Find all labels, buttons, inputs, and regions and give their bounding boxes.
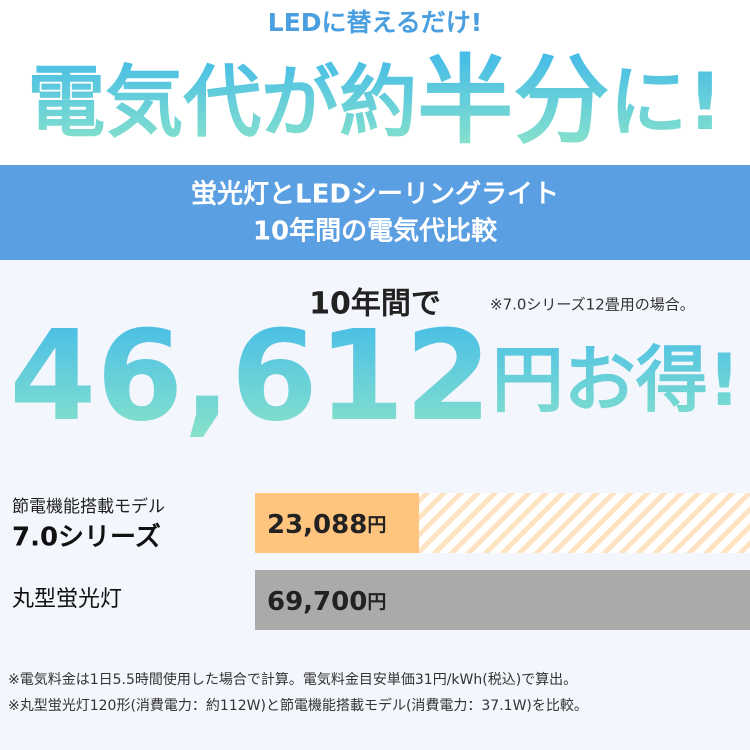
category-note: 節電機能搭載モデル	[12, 496, 165, 517]
category-label: 丸型蛍光灯	[12, 587, 122, 612]
banner-line: 10年間の電気代比較	[253, 216, 498, 247]
bar	[255, 570, 750, 630]
footnote: ※電気料金は1日5.5時間使用した場合で計算。電気料金目安単価31円/kWh(税…	[8, 671, 577, 688]
bar	[255, 493, 419, 553]
value-unit: 円	[367, 514, 386, 536]
lead: LEDに替えるだけ!	[268, 8, 482, 37]
banner	[0, 165, 750, 260]
value-unit: 円	[367, 591, 386, 613]
value-number: 69,700	[267, 587, 367, 617]
footnote: ※丸型蛍光灯120形(消費電力：約112W)と節電機能搭載モデル(消費電力：37…	[8, 697, 588, 714]
banner-line: 蛍光灯とLEDシーリングライト	[191, 180, 559, 210]
top-bg	[0, 0, 750, 165]
savings-amount: 46,612円お得!	[9, 304, 740, 449]
headline: 電気代が約半分に!	[27, 45, 723, 157]
savings-prefix: 10年間で	[309, 287, 441, 322]
value-number: 23,088	[267, 510, 367, 540]
value-label: 23,088円	[267, 510, 386, 540]
savings-note: ※7.0シリーズ12畳用の場合。	[490, 296, 695, 314]
category-label: 7.0シリーズ	[12, 522, 161, 553]
value-label: 69,700円	[267, 587, 386, 617]
